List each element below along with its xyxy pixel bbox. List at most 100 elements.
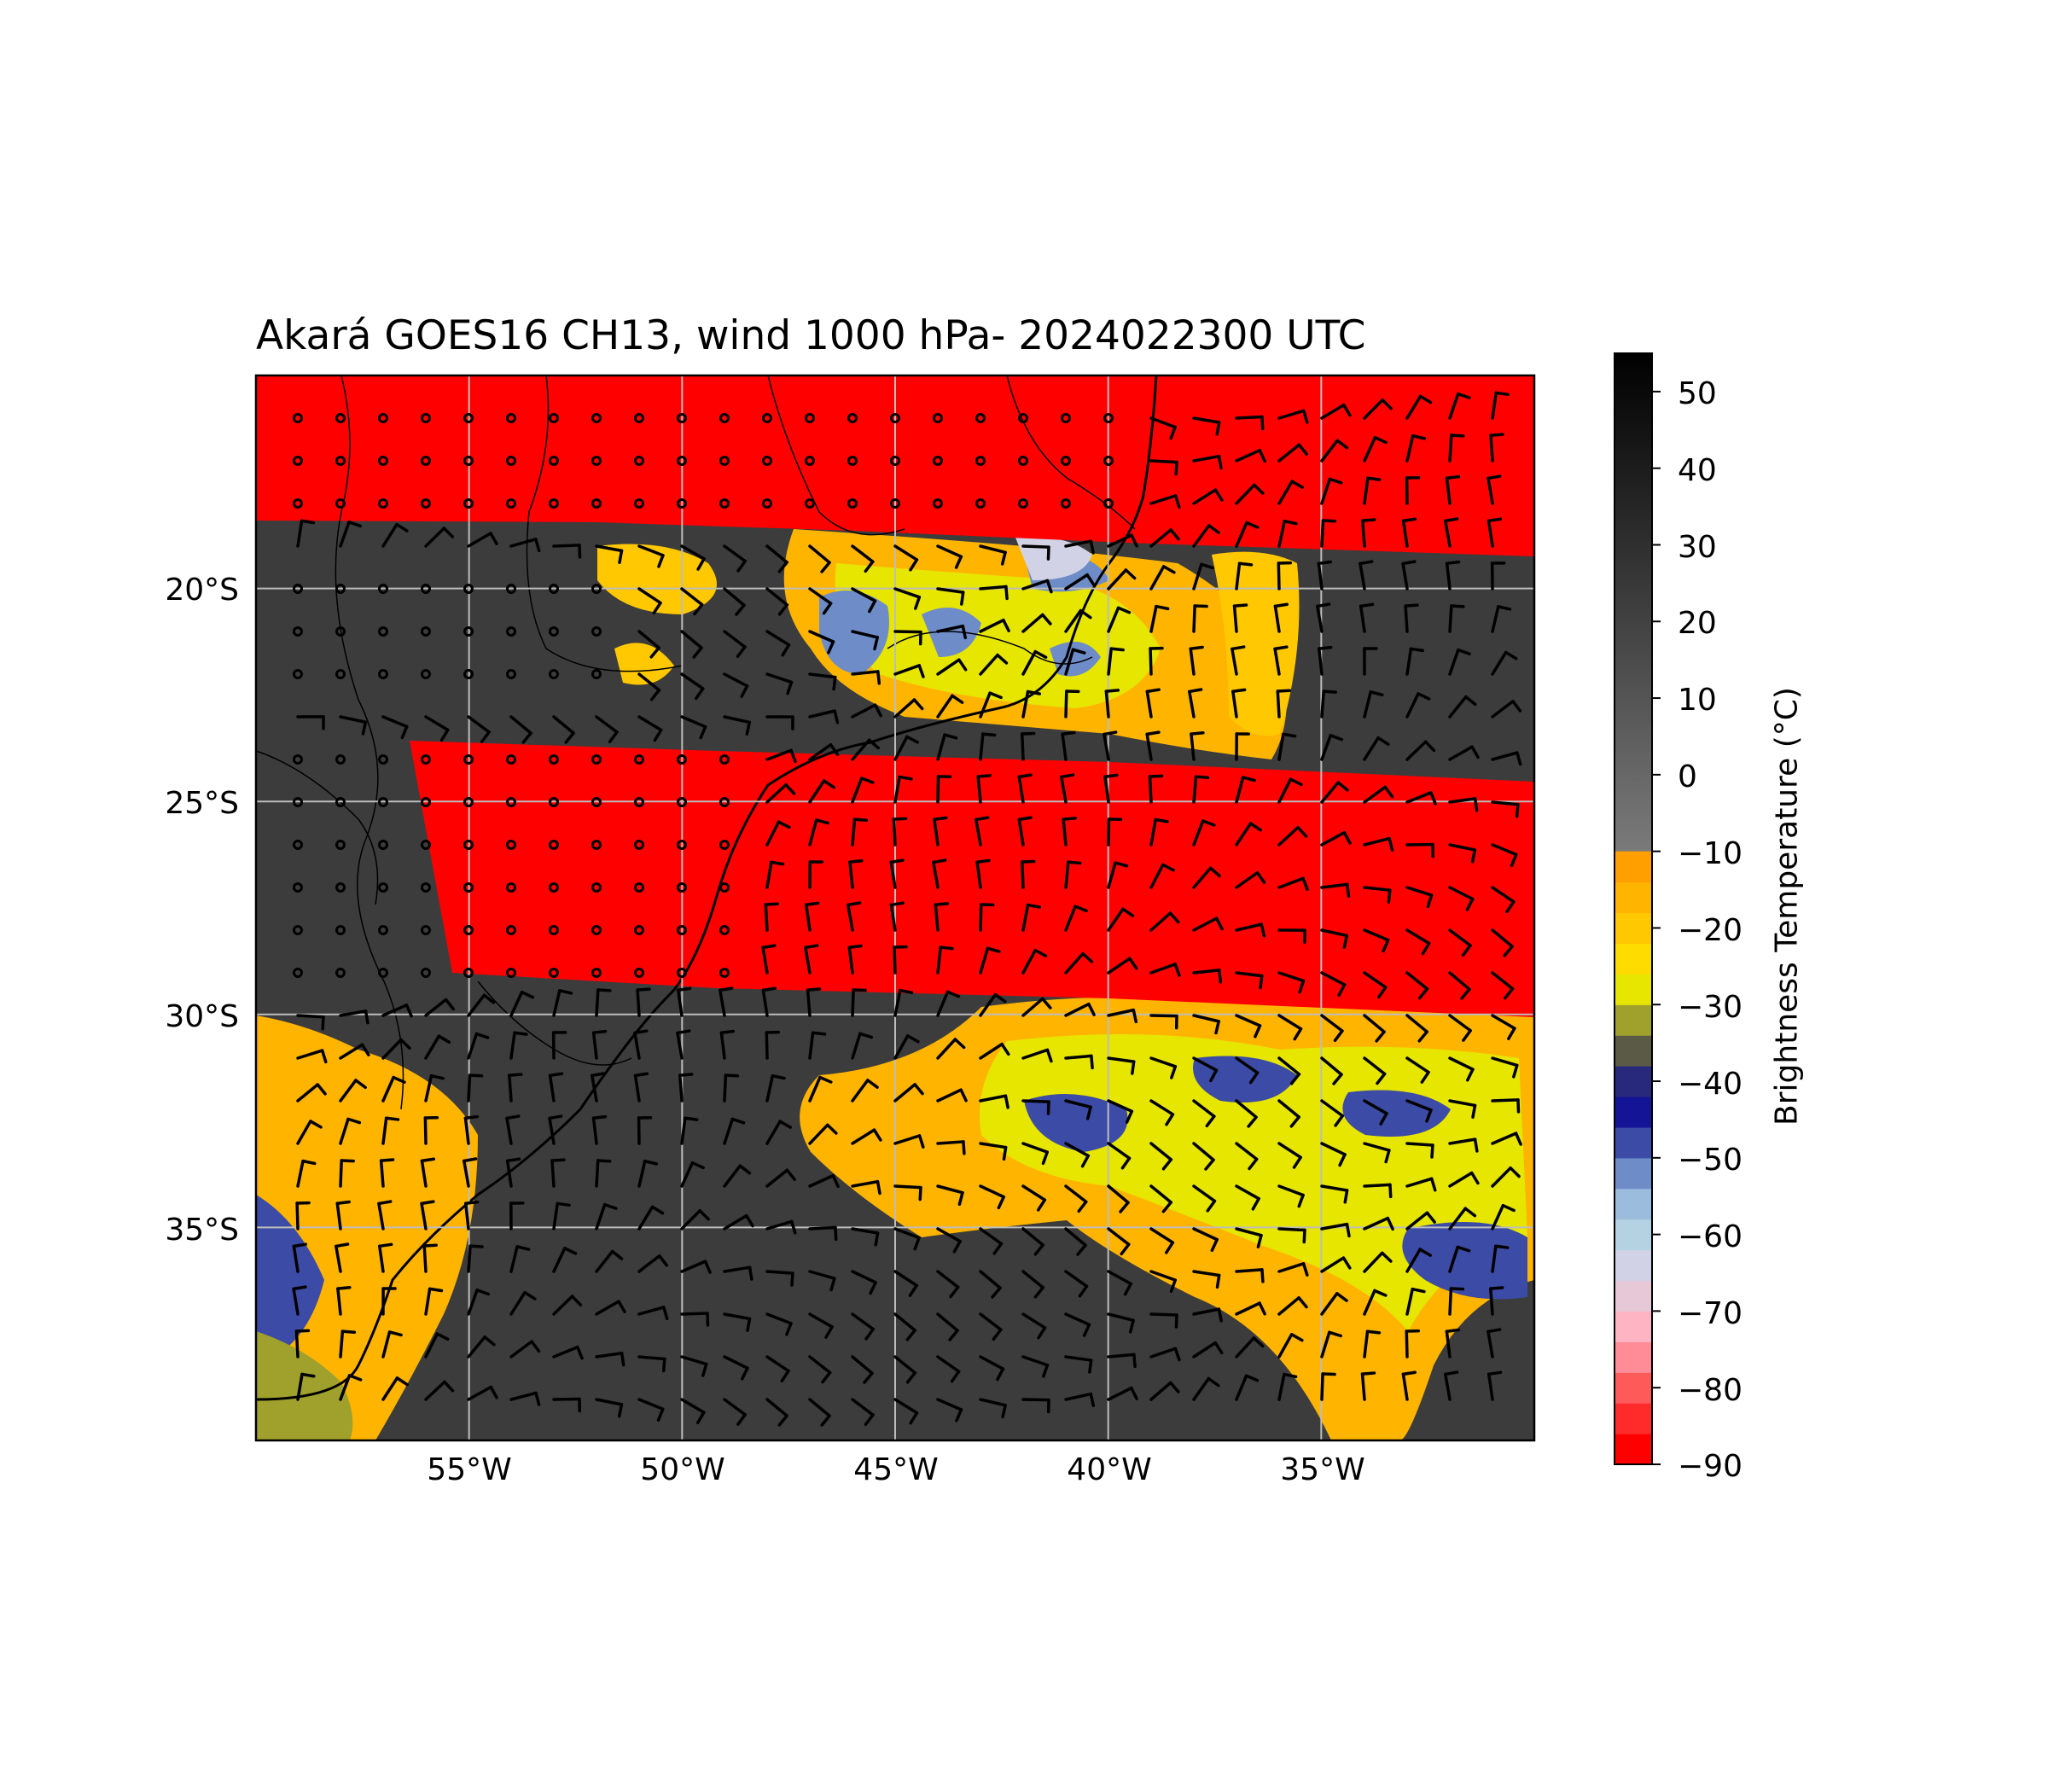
wind-barb (1401, 517, 1417, 548)
wind-barb (893, 945, 908, 975)
calm-wind-marker (335, 456, 346, 466)
calm-wind-marker (890, 498, 900, 509)
wind-barb (1317, 560, 1333, 591)
wind-barb (1448, 971, 1471, 1000)
wind-barb (335, 1242, 350, 1273)
wind-barb (550, 1158, 566, 1188)
wind-barb (1192, 416, 1221, 436)
wind-barb (808, 742, 840, 761)
colorbar-segment (1615, 1004, 1652, 1036)
wind-barb (1487, 1328, 1502, 1359)
wind-barb (1491, 971, 1515, 1000)
wind-barb (1235, 1268, 1265, 1283)
wind-barb (1149, 494, 1181, 509)
wind-barb (467, 1032, 490, 1060)
wind-barb (893, 1398, 919, 1425)
calm-wind-marker (378, 797, 388, 807)
calm-wind-marker (463, 882, 474, 893)
wind-barb (1320, 1142, 1347, 1167)
wind-barb (1405, 886, 1434, 909)
colorbar-tick-label: 50 (1678, 376, 1717, 411)
wind-barb (509, 991, 535, 1017)
calm-wind-marker (762, 456, 772, 466)
calm-wind-marker (421, 797, 431, 807)
lat-tick-label: 35°S (165, 1213, 239, 1248)
wind-barb (1021, 731, 1036, 761)
wind-barb (1021, 1048, 1053, 1063)
wind-barb (1448, 392, 1471, 420)
wind-barb (1276, 689, 1292, 719)
wind-barb (420, 1157, 436, 1188)
colorbar-segment (1615, 1249, 1652, 1282)
wind-barb (508, 1073, 523, 1103)
wind-barb (1277, 825, 1308, 847)
wind-barb (851, 630, 879, 651)
wind-barb (1405, 1014, 1428, 1043)
wind-barb (979, 1042, 1010, 1060)
wind-barb (296, 1120, 323, 1145)
wind-barb (637, 630, 660, 659)
wind-barb (680, 1208, 710, 1231)
calm-wind-marker (719, 882, 730, 893)
wind-barb (1021, 613, 1052, 633)
calm-wind-marker (719, 413, 730, 423)
wind-barb (979, 691, 1003, 719)
wind-barb (595, 1351, 625, 1367)
wind-barb (1491, 1014, 1516, 1040)
wind-barb (893, 1083, 924, 1103)
wind-barb (1320, 1099, 1345, 1127)
wind-barb (1405, 394, 1433, 420)
calm-wind-marker (805, 498, 815, 509)
wind-barb (1235, 971, 1264, 990)
wind-barb (1107, 1386, 1138, 1401)
wind-barb (979, 1142, 1008, 1161)
wind-barb (1491, 1166, 1521, 1188)
wind-barb (1149, 604, 1170, 633)
wind-barb (1363, 1014, 1386, 1043)
wind-barb (851, 1398, 875, 1427)
wind-barb (381, 1038, 411, 1060)
calm-wind-marker (975, 413, 986, 423)
wind-barb (765, 1073, 786, 1103)
wind-barb (1064, 648, 1086, 676)
wind-barb (424, 1332, 450, 1359)
wind-barb (723, 1164, 752, 1188)
wind-barb (1192, 1099, 1216, 1128)
wind-barb (1021, 1142, 1049, 1166)
border-line (767, 375, 905, 536)
wind-barb (633, 1072, 649, 1103)
wind-barb (1149, 963, 1181, 977)
wind-barb (893, 1270, 918, 1297)
calm-wind-marker (933, 498, 943, 509)
wind-barb (1320, 1056, 1343, 1085)
wind-barb (1363, 435, 1388, 463)
colorbar-tick-label: 30 (1678, 530, 1717, 565)
wind-barb (1064, 860, 1082, 889)
wind-barb (1320, 403, 1352, 420)
wind-barb (1192, 1270, 1221, 1289)
wind-barb (1444, 1370, 1459, 1401)
calm-wind-marker (549, 754, 559, 765)
wind-barb (509, 1031, 528, 1060)
wind-barb (975, 816, 990, 847)
wind-barb (936, 1270, 960, 1299)
wind-barb (1363, 928, 1390, 953)
calm-wind-marker (463, 413, 474, 423)
calm-wind-marker (463, 797, 474, 807)
wind-barb (936, 1227, 962, 1254)
border-line (887, 631, 1093, 665)
figure-title: Akará GOES16 CH13, wind 1000 hPa- 202402… (256, 312, 1366, 359)
wind-barb (509, 715, 532, 744)
wind-barb (808, 779, 835, 804)
wind-barb (1277, 1056, 1301, 1085)
wind-barb (847, 901, 862, 932)
wind-barb (936, 1398, 963, 1423)
wind-barb (1064, 1002, 1096, 1017)
wind-barb (637, 1254, 669, 1273)
wind-barb (765, 1168, 796, 1188)
calm-wind-marker (421, 413, 431, 423)
calm-wind-marker (890, 456, 900, 466)
wind-barb (1149, 1056, 1178, 1079)
wind-barb (381, 1330, 403, 1359)
wind-barb (765, 544, 788, 573)
